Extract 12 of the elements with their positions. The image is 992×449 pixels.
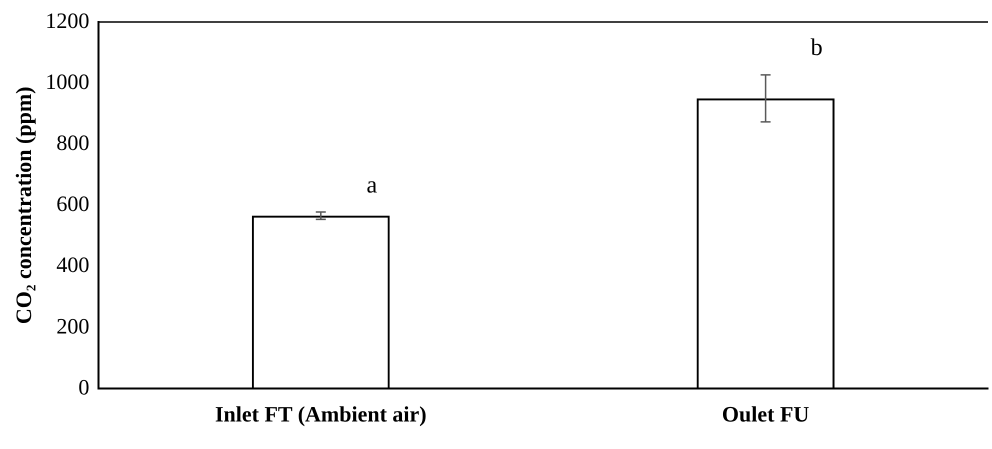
y-tick-label: 800 (56, 130, 90, 155)
x-tick-label: Oulet FU (722, 401, 810, 426)
y-tick-label: 200 (56, 313, 90, 338)
y-tick-label: 1000 (45, 68, 90, 94)
annotation: b (810, 35, 823, 62)
annotation: a (366, 172, 378, 198)
y-tick-label: 400 (56, 252, 90, 278)
x-tick-label: Inlet FT (Ambient air) (214, 401, 427, 426)
y-axis-title: CO₂ concentration (ppm) (10, 86, 36, 324)
y-tick-label: 1200 (45, 8, 90, 33)
y-tick-label: 600 (56, 191, 90, 216)
y-tick-label: 0 (78, 374, 90, 400)
